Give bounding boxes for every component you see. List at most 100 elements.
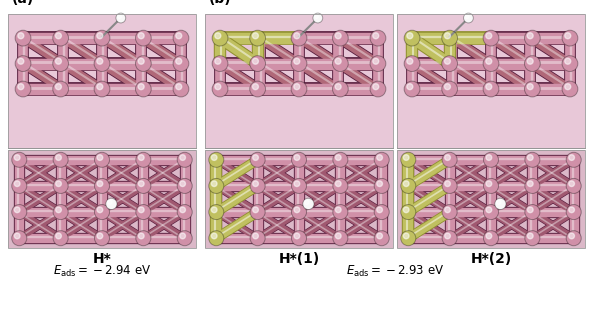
Circle shape <box>404 30 420 46</box>
Circle shape <box>527 181 533 187</box>
Circle shape <box>14 207 20 213</box>
Circle shape <box>252 155 258 160</box>
Circle shape <box>215 58 221 64</box>
Circle shape <box>18 58 24 64</box>
Circle shape <box>403 181 409 187</box>
Circle shape <box>15 81 31 97</box>
Circle shape <box>445 181 450 187</box>
Circle shape <box>444 33 450 39</box>
Circle shape <box>94 231 109 246</box>
Circle shape <box>252 84 258 90</box>
Circle shape <box>333 231 348 246</box>
Circle shape <box>173 81 189 97</box>
Bar <box>8 14 196 148</box>
Circle shape <box>291 30 307 46</box>
Circle shape <box>373 33 379 39</box>
Circle shape <box>407 84 413 90</box>
Circle shape <box>14 155 20 160</box>
Circle shape <box>486 181 492 187</box>
Circle shape <box>484 178 498 193</box>
Circle shape <box>525 56 541 71</box>
Circle shape <box>292 205 307 220</box>
Circle shape <box>97 233 103 239</box>
Circle shape <box>97 181 103 187</box>
Circle shape <box>136 152 151 167</box>
Circle shape <box>444 58 450 64</box>
Circle shape <box>483 30 499 46</box>
Circle shape <box>138 58 144 64</box>
Bar <box>397 150 585 248</box>
Circle shape <box>527 155 533 160</box>
Circle shape <box>136 231 151 246</box>
Text: $E_{\mathrm{ads}} = -2.94\ \mathrm{eV}$: $E_{\mathrm{ads}} = -2.94\ \mathrm{eV}$ <box>53 264 151 279</box>
Circle shape <box>374 152 389 167</box>
Circle shape <box>53 178 68 193</box>
Circle shape <box>53 152 68 167</box>
Circle shape <box>138 233 144 239</box>
Circle shape <box>377 233 383 239</box>
Circle shape <box>291 81 307 97</box>
Circle shape <box>53 30 68 46</box>
Circle shape <box>53 56 68 71</box>
Text: $E_{\mathrm{ads}} = -2.93\ \mathrm{eV}$: $E_{\mathrm{ads}} = -2.93\ \mathrm{eV}$ <box>346 264 444 279</box>
Circle shape <box>486 233 492 239</box>
Circle shape <box>444 84 450 90</box>
Circle shape <box>407 58 413 64</box>
Circle shape <box>569 155 574 160</box>
Circle shape <box>53 231 68 246</box>
Circle shape <box>407 33 413 39</box>
Circle shape <box>249 56 266 71</box>
Circle shape <box>562 56 578 71</box>
Circle shape <box>377 181 383 187</box>
Circle shape <box>294 33 300 39</box>
Circle shape <box>138 84 144 90</box>
Text: (b): (b) <box>209 0 232 6</box>
Circle shape <box>215 84 221 90</box>
Circle shape <box>562 81 578 97</box>
Circle shape <box>138 181 144 187</box>
Circle shape <box>401 152 416 167</box>
Circle shape <box>294 233 300 239</box>
Circle shape <box>370 81 386 97</box>
Bar <box>8 14 196 148</box>
Circle shape <box>12 178 27 193</box>
Circle shape <box>333 30 348 46</box>
Circle shape <box>336 207 341 213</box>
Circle shape <box>374 205 389 220</box>
Circle shape <box>56 233 61 239</box>
Circle shape <box>55 58 61 64</box>
Circle shape <box>212 81 228 97</box>
Circle shape <box>525 205 540 220</box>
Bar <box>397 14 585 148</box>
Circle shape <box>97 84 103 90</box>
Circle shape <box>404 56 420 71</box>
Circle shape <box>94 56 110 71</box>
Circle shape <box>291 56 307 71</box>
Circle shape <box>370 30 386 46</box>
Circle shape <box>525 231 540 246</box>
Circle shape <box>97 33 103 39</box>
Circle shape <box>566 231 582 246</box>
Circle shape <box>336 155 341 160</box>
Circle shape <box>525 178 540 193</box>
Circle shape <box>565 84 571 90</box>
Circle shape <box>94 30 110 46</box>
Circle shape <box>497 200 501 204</box>
Circle shape <box>108 200 112 204</box>
Circle shape <box>442 231 457 246</box>
Circle shape <box>565 33 571 39</box>
Bar <box>397 150 585 248</box>
Circle shape <box>525 81 541 97</box>
Circle shape <box>56 181 61 187</box>
Circle shape <box>12 152 27 167</box>
Circle shape <box>336 181 341 187</box>
Circle shape <box>565 58 571 64</box>
Circle shape <box>138 207 144 213</box>
Circle shape <box>465 15 469 18</box>
Circle shape <box>445 233 450 239</box>
Circle shape <box>94 178 109 193</box>
Circle shape <box>525 30 541 46</box>
Circle shape <box>252 58 258 64</box>
Circle shape <box>294 207 300 213</box>
Circle shape <box>211 207 217 213</box>
